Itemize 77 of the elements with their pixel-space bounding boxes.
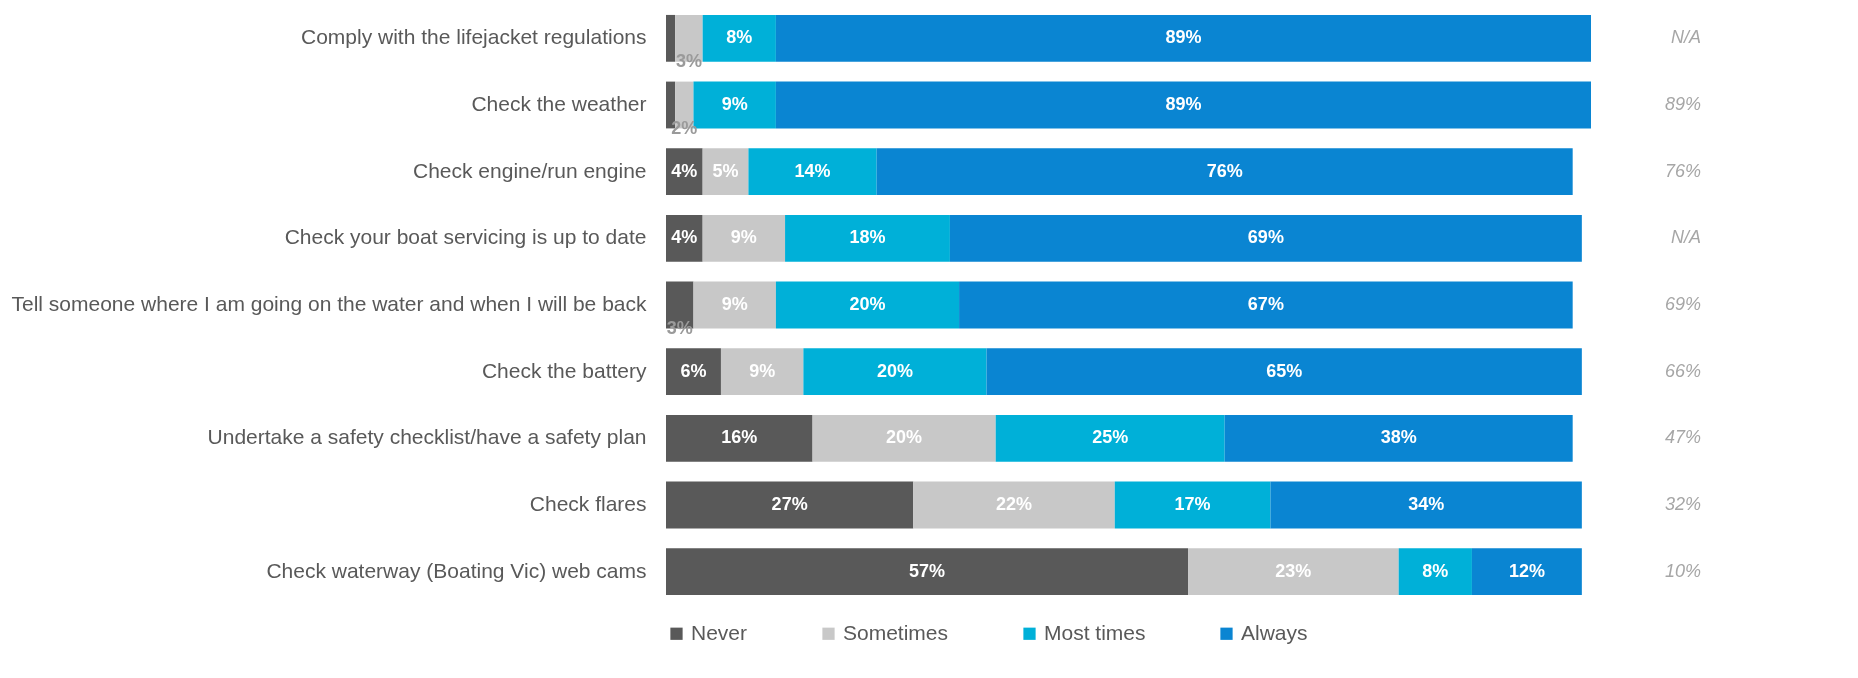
bar bbox=[812, 414, 996, 462]
bar bbox=[666, 548, 1189, 596]
bar bbox=[913, 481, 1115, 529]
bar bbox=[949, 214, 1582, 262]
bar bbox=[1398, 548, 1472, 596]
text: N/A bbox=[1670, 227, 1701, 248]
data-label: 69% bbox=[1247, 227, 1284, 248]
data-label: 89% bbox=[1165, 27, 1202, 48]
bar bbox=[666, 481, 914, 529]
bar bbox=[748, 148, 877, 196]
y-tick-label: Check your boat servicing is up to date bbox=[284, 225, 647, 249]
y-tick-label: Check the weather bbox=[471, 92, 647, 115]
bar bbox=[720, 348, 804, 396]
data-label: 8% bbox=[726, 27, 753, 48]
data-label: 4% bbox=[671, 160, 698, 181]
bar bbox=[775, 81, 1591, 129]
data-label: 25% bbox=[1092, 427, 1129, 448]
data-label: 2% bbox=[671, 118, 698, 138]
data-label: 8% bbox=[1422, 560, 1449, 581]
data-label: 3% bbox=[675, 51, 702, 72]
text: 76% bbox=[1664, 160, 1701, 181]
y-tick-label: Check engine/run engine bbox=[412, 158, 647, 182]
data-label: 57% bbox=[909, 560, 946, 581]
text: 47% bbox=[1664, 427, 1701, 448]
data-label: 17% bbox=[1174, 494, 1211, 514]
y-tick-label: Check waterway (Boating Vic) web cams bbox=[266, 558, 647, 582]
bar bbox=[995, 414, 1225, 462]
data-label: 20% bbox=[849, 294, 886, 314]
legend-label: Never bbox=[691, 620, 748, 644]
bar bbox=[666, 414, 813, 462]
data-label: 20% bbox=[876, 360, 913, 381]
y-tick-label: Tell someone where I am going on the water and when I will be back bbox=[11, 292, 647, 315]
data-label: 27% bbox=[771, 494, 808, 514]
text: 32% bbox=[1664, 494, 1701, 514]
bar bbox=[1224, 414, 1573, 462]
text: 69% bbox=[1664, 294, 1701, 314]
data-label: 65% bbox=[1266, 360, 1303, 381]
data-label: 6% bbox=[680, 360, 707, 381]
bar bbox=[693, 281, 776, 329]
text: 10% bbox=[1664, 560, 1701, 581]
bar bbox=[1270, 481, 1582, 529]
text: N/A bbox=[1670, 27, 1701, 48]
data-label: 67% bbox=[1247, 294, 1284, 314]
data-label: 4% bbox=[671, 227, 698, 248]
data-label: 16% bbox=[721, 427, 758, 448]
data-label: 18% bbox=[849, 227, 886, 248]
data-label: 34% bbox=[1408, 494, 1445, 514]
legend-label: Most times bbox=[1044, 620, 1146, 644]
data-label: 89% bbox=[1165, 94, 1202, 114]
data-label: 76% bbox=[1206, 160, 1243, 181]
bar bbox=[1188, 548, 1399, 596]
legend-label: Sometimes bbox=[843, 620, 949, 644]
bar bbox=[1114, 481, 1271, 529]
data-label: 14% bbox=[794, 160, 831, 181]
y-tick-label: Comply with the lifejacket regulations bbox=[301, 25, 647, 49]
bar bbox=[775, 281, 960, 329]
bar bbox=[785, 214, 950, 262]
bar bbox=[803, 348, 987, 396]
data-label: 12% bbox=[1508, 560, 1545, 581]
text: 89% bbox=[1664, 94, 1701, 114]
bar bbox=[702, 14, 776, 62]
y-tick-label: Check the battery bbox=[481, 358, 647, 382]
bar bbox=[666, 348, 721, 396]
data-label: 3% bbox=[666, 318, 693, 338]
bar bbox=[959, 281, 1573, 329]
y-tick-label: Check flares bbox=[529, 492, 647, 515]
bar bbox=[876, 148, 1573, 196]
bar bbox=[702, 214, 786, 262]
legend-label: Always bbox=[1241, 620, 1308, 644]
bar bbox=[1471, 548, 1582, 596]
data-label: 38% bbox=[1380, 427, 1417, 448]
y-tick-label: Undertake a safety checklist/have a safety plan bbox=[207, 425, 647, 449]
bar bbox=[986, 348, 1582, 396]
data-label: 9% bbox=[721, 94, 748, 114]
bar bbox=[666, 14, 676, 62]
text: 66% bbox=[1664, 360, 1701, 381]
bar bbox=[775, 14, 1591, 62]
